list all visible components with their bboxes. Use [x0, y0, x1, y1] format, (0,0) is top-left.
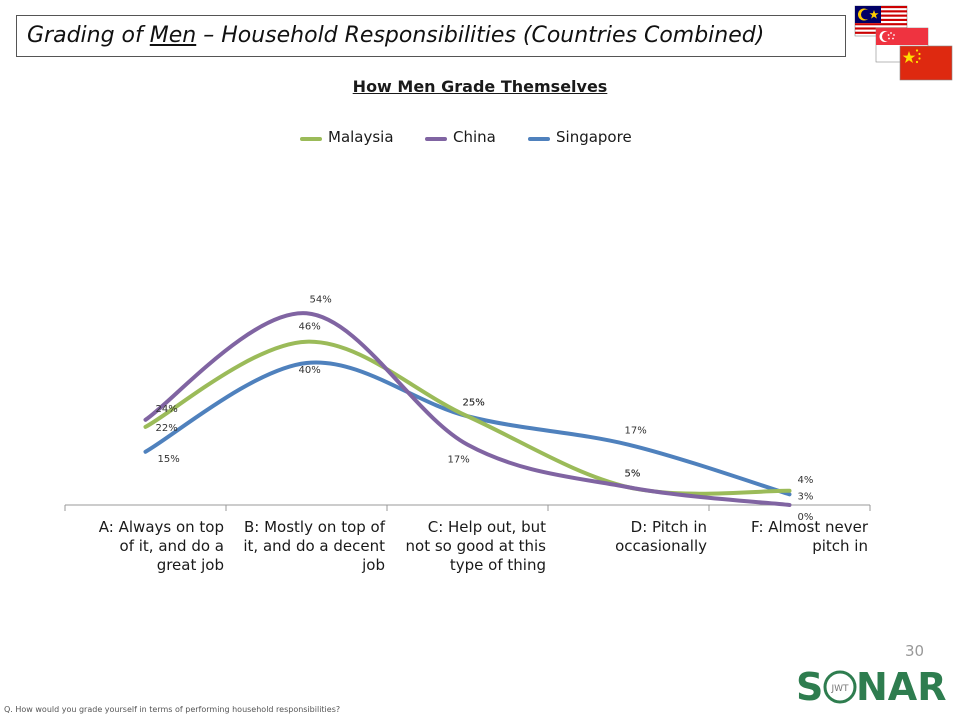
logo-text-left: S [796, 665, 823, 708]
page-number: 30 [905, 642, 925, 660]
x-axis-category-label: C: Help out, but not so good at this type … [386, 518, 546, 575]
data-label-malaysia: 4% [798, 475, 814, 486]
china-flag-icon [899, 45, 953, 81]
data-label-malaysia: 25% [463, 397, 485, 408]
series-line-china [143, 311, 792, 507]
legend-swatch-singapore [528, 137, 550, 141]
x-axis-category-line: D: Pitch in [630, 518, 707, 536]
data-label-china: 5% [625, 468, 641, 479]
x-axis-category-line: type of thing [449, 556, 546, 574]
series-line-singapore [143, 360, 792, 497]
data-label-china: 17% [448, 455, 470, 466]
x-axis-category-line: pitch in [812, 537, 868, 555]
page-title: Grading of Men – Household Responsibilit… [27, 23, 764, 48]
x-axis-category-line: of it, and do a [119, 537, 224, 555]
sonar-logo: S JWT NAR [796, 665, 946, 708]
x-axis-category-line: it, and do a decent [243, 537, 385, 555]
legend-label-singapore: Singapore [556, 128, 632, 146]
logo-text-right: NAR [856, 665, 946, 708]
data-label-malaysia: 22% [156, 423, 178, 434]
x-axis-category-line: occasionally [615, 537, 707, 555]
series-line-malaysia [143, 339, 792, 496]
x-axis-category-line: F: Almost never [751, 518, 868, 536]
data-label-singapore: 40% [299, 365, 321, 376]
legend-swatch-china [425, 137, 447, 141]
x-axis-category-line: B: Mostly on top of [244, 518, 385, 536]
title-prefix: Grading of [27, 23, 150, 48]
x-axis-category-line: A: Always on top [98, 518, 224, 536]
chart-title: How Men Grade Themselves [352, 77, 608, 96]
title-box: Grading of Men – Household Responsibilit… [16, 15, 846, 57]
x-axis-category-line: job [362, 556, 385, 574]
country-flags [854, 5, 953, 81]
x-axis-category-label: B: Mostly on top of it, and do a decent jo… [225, 518, 385, 575]
x-axis-category-line: not so good at this [405, 537, 546, 555]
title-emphasis: Men [149, 23, 197, 48]
data-label-singapore: 17% [625, 426, 647, 437]
title-suffix: – Household Responsibilities (Countries … [196, 23, 765, 48]
x-axis-category-label: D: Pitch in occasionally [547, 518, 707, 556]
logo-ring-text: JWT [830, 684, 849, 694]
data-label-malaysia: 5% [625, 468, 641, 479]
question-footnote: Q. How would you grade yourself in terms… [4, 705, 341, 714]
data-label-singapore: 3% [798, 491, 814, 502]
x-axis-category-line: great job [156, 556, 224, 574]
x-axis-category-label: A: Always on top of it, and do a great job [64, 518, 224, 575]
data-label-china: 54% [310, 294, 332, 305]
data-label-singapore: 15% [158, 454, 180, 465]
data-label-malaysia: 46% [299, 322, 321, 333]
legend-label-malaysia: Malaysia [328, 128, 394, 146]
data-label-china: 0% [798, 512, 814, 523]
data-label-china: 24% [156, 404, 178, 415]
legend-swatch-malaysia [300, 137, 322, 141]
data-label-singapore: 25% [463, 397, 485, 408]
x-axis-category-line: C: Help out, but [427, 518, 546, 536]
legend-label-china: China [453, 128, 496, 146]
x-axis-category-label: F: Almost never pitch in [708, 518, 868, 556]
